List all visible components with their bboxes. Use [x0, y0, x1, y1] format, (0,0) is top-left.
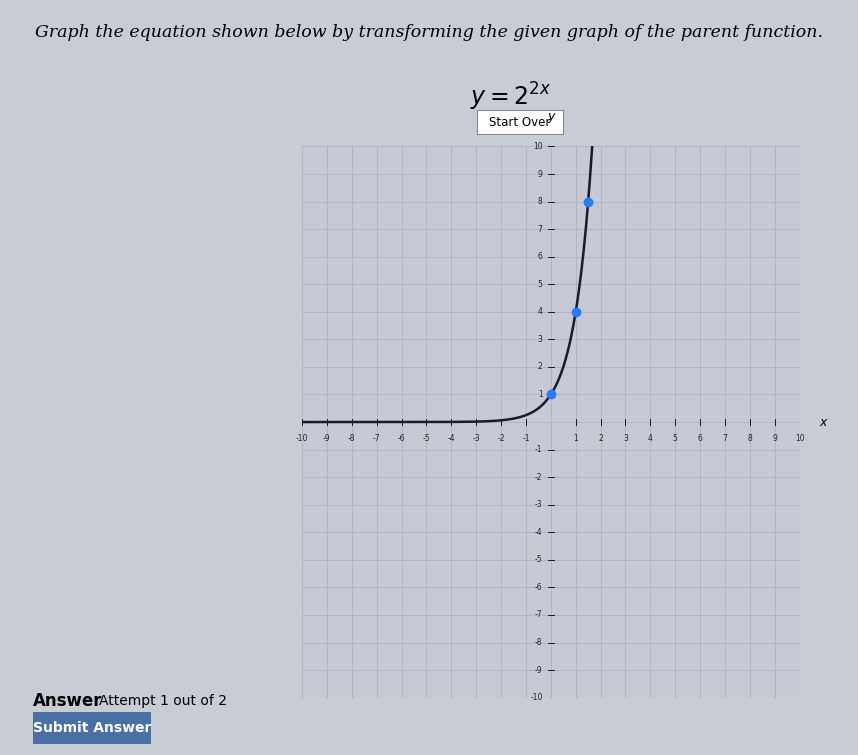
Text: 7: 7	[538, 225, 542, 233]
Text: -7: -7	[373, 434, 380, 443]
Text: -5: -5	[423, 434, 430, 443]
Text: -9: -9	[323, 434, 330, 443]
Text: 1: 1	[538, 390, 542, 399]
Point	[582, 196, 595, 208]
Text: 9: 9	[772, 434, 777, 443]
Text: Answer: Answer	[33, 692, 102, 710]
Text: 4: 4	[538, 307, 542, 316]
Text: 5: 5	[538, 280, 542, 288]
Text: 4: 4	[648, 434, 653, 443]
Text: -1: -1	[535, 445, 542, 454]
Text: 6: 6	[538, 252, 542, 261]
Text: -8: -8	[348, 434, 355, 443]
Text: -3: -3	[535, 501, 542, 509]
Text: 8: 8	[747, 434, 752, 443]
Point	[569, 306, 583, 318]
Text: Graph the equation shown below by transforming the given graph of the parent fun: Graph the equation shown below by transf…	[35, 24, 823, 42]
Text: 7: 7	[722, 434, 728, 443]
Text: -2: -2	[498, 434, 505, 443]
Text: x: x	[819, 415, 827, 429]
Text: -5: -5	[535, 556, 542, 564]
Text: 10: 10	[533, 142, 542, 151]
Text: -2: -2	[535, 473, 542, 482]
Text: -6: -6	[398, 434, 405, 443]
Text: -3: -3	[473, 434, 480, 443]
Text: -10: -10	[530, 693, 542, 702]
Text: 2: 2	[598, 434, 603, 443]
Text: Submit Answer: Submit Answer	[33, 721, 151, 735]
Text: Attempt 1 out of 2: Attempt 1 out of 2	[99, 694, 227, 707]
Text: -10: -10	[296, 434, 308, 443]
Text: Start Over: Start Over	[489, 116, 551, 129]
Text: 10: 10	[795, 434, 805, 443]
Text: 5: 5	[673, 434, 678, 443]
Text: $y = 2^{2x}$: $y = 2^{2x}$	[470, 81, 551, 113]
Text: -1: -1	[523, 434, 529, 443]
Text: -4: -4	[535, 528, 542, 537]
Text: -9: -9	[535, 666, 542, 674]
Text: -8: -8	[535, 638, 542, 647]
Text: 8: 8	[538, 197, 542, 206]
Text: 2: 2	[538, 362, 542, 371]
Text: 6: 6	[698, 434, 703, 443]
Text: y: y	[547, 110, 554, 123]
Text: 3: 3	[538, 335, 542, 344]
Text: -4: -4	[448, 434, 455, 443]
Text: 1: 1	[573, 434, 578, 443]
Text: 3: 3	[623, 434, 628, 443]
Text: -6: -6	[535, 583, 542, 592]
Text: 9: 9	[538, 170, 542, 178]
Text: -7: -7	[535, 611, 542, 619]
Point	[544, 388, 558, 400]
